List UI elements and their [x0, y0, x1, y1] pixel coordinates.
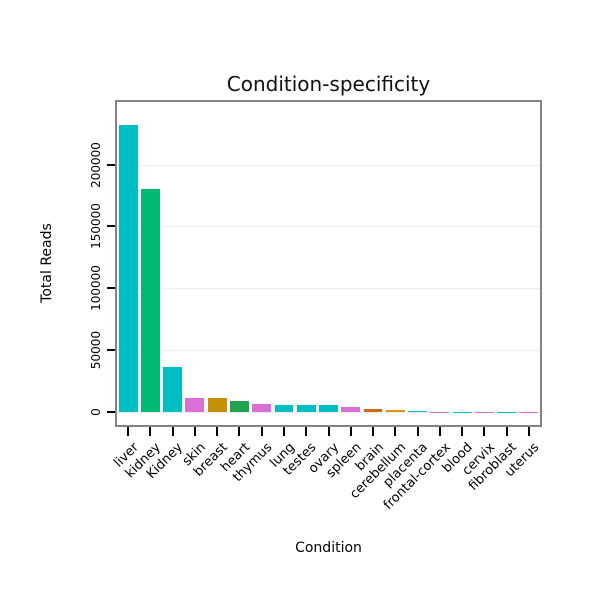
x-tick-label-cerebellum: cerebellum — [346, 440, 409, 502]
y-axis-title: Total Reads — [39, 223, 55, 303]
bar-Kidney — [163, 367, 183, 412]
x-tick — [193, 427, 196, 436]
x-tick-label-kidney: kidney — [122, 440, 164, 482]
x-tick-label-liver: liver — [111, 440, 142, 471]
x-tick — [327, 427, 330, 436]
bar-heart — [229, 401, 249, 412]
bar-cerebellum — [385, 409, 405, 412]
y-tick — [107, 225, 115, 228]
bar-spleen — [341, 407, 361, 412]
bar-skin — [185, 398, 205, 412]
bar-kidney — [140, 189, 160, 412]
x-tick-label-Kidney: Kidney — [144, 440, 187, 482]
bar-testes — [296, 405, 316, 412]
x-tick — [127, 427, 130, 436]
x-tick-label-uterus: uterus — [502, 440, 543, 481]
x-tick-label-frontal-cortex: frontal-cortex — [380, 440, 454, 513]
x-tick — [216, 427, 219, 436]
bar-brain — [363, 409, 383, 412]
x-tick — [505, 427, 508, 436]
x-tick — [171, 427, 174, 436]
x-tick-label-placenta: placenta — [380, 440, 432, 491]
x-tick — [527, 427, 530, 436]
x-tick — [282, 427, 285, 436]
x-tick-label-testes: testes — [281, 440, 320, 479]
x-tick-label-fibroblast: fibroblast — [466, 440, 521, 494]
x-tick-label-lung: lung — [266, 440, 298, 471]
x-tick — [238, 427, 241, 436]
x-tick-label-breast: breast — [191, 440, 231, 480]
x-tick-label-blood: blood — [439, 440, 476, 477]
y-tick — [107, 287, 115, 290]
x-tick — [438, 427, 441, 436]
x-tick — [416, 427, 419, 436]
x-tick-label-heart: heart — [217, 440, 254, 476]
bar-placenta — [408, 411, 427, 412]
x-axis-title: Condition — [295, 540, 362, 556]
plot-area — [115, 100, 542, 427]
gridline — [117, 350, 540, 352]
x-tick-label-ovary: ovary — [305, 440, 343, 477]
y-tick-label: 200000 — [89, 141, 103, 188]
y-tick — [107, 349, 115, 352]
x-tick — [394, 427, 397, 436]
gridline — [117, 226, 540, 228]
x-tick-label-skin: skin — [179, 440, 209, 470]
x-tick — [461, 427, 464, 436]
x-tick-label-cervix: cervix — [459, 440, 498, 479]
y-tick-label: 150000 — [89, 203, 103, 250]
gridline — [117, 164, 540, 166]
gridline — [117, 412, 540, 413]
y-tick — [107, 411, 115, 413]
x-tick — [149, 427, 152, 436]
y-tick — [107, 163, 115, 166]
y-tick-label: 50000 — [89, 331, 103, 370]
y-tick-label: 100000 — [89, 265, 103, 312]
x-tick — [260, 427, 263, 436]
bar-breast — [207, 398, 227, 412]
bar-lung — [274, 404, 294, 412]
bar-liver — [118, 124, 138, 412]
x-tick-label-brain: brain — [352, 440, 387, 475]
gridline — [117, 288, 540, 290]
x-tick-label-thymus: thymus — [230, 440, 276, 486]
y-tick-label: 0 — [89, 408, 103, 416]
x-tick — [372, 427, 375, 436]
bar-thymus — [252, 403, 272, 412]
x-tick-label-spleen: spleen — [323, 440, 365, 481]
x-tick — [305, 427, 308, 436]
chart-title: Condition-specificity — [226, 72, 431, 96]
bar-ovary — [319, 405, 338, 412]
x-tick — [483, 427, 486, 436]
x-tick — [349, 427, 352, 436]
